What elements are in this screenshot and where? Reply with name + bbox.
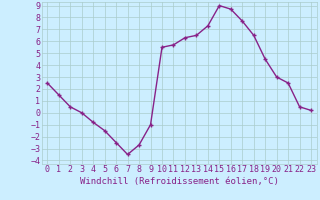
X-axis label: Windchill (Refroidissement éolien,°C): Windchill (Refroidissement éolien,°C): [80, 177, 279, 186]
